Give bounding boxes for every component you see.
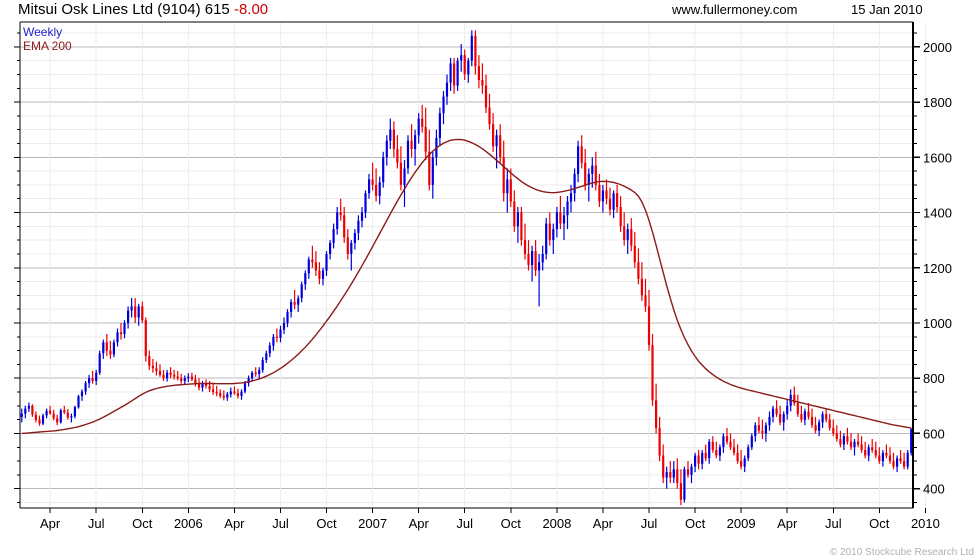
legend-overlay: EMA 200 xyxy=(23,39,72,53)
vertical-gridlines xyxy=(49,22,926,508)
y-tick-label: 400 xyxy=(923,482,945,497)
x-tick-label: Oct xyxy=(685,516,706,531)
price-change: -8.00 xyxy=(233,1,269,18)
x-axis-ticks: Apr Jul Oct 2006 Apr Jul Oct 2007 Apr Jul Oct 2008 A… xyxy=(40,508,940,531)
x-tick-label: Oct xyxy=(869,516,890,531)
x-tick-label: Apr xyxy=(777,516,798,531)
x-tick-label: Apr xyxy=(593,516,614,531)
x-tick-label: Jul xyxy=(88,516,105,531)
candlestick-series xyxy=(20,30,913,506)
x-tick-label: Jul xyxy=(272,516,289,531)
minor-gridlines xyxy=(20,32,913,503)
instrument-name: Mitsui Osk Lines Ltd (9104) 615 xyxy=(18,1,230,18)
y-tick-label: 1600 xyxy=(923,150,952,165)
axis-lines xyxy=(19,21,914,509)
x-tick-label: 2009 xyxy=(727,516,756,531)
page-title: Mitsui Osk Lines Ltd (9104) 615 -8.00 xyxy=(18,1,268,18)
x-tick-label: Oct xyxy=(316,516,337,531)
x-tick-label: 2008 xyxy=(542,516,571,531)
x-tick-label: Oct xyxy=(501,516,522,531)
x-tick-label: Apr xyxy=(409,516,430,531)
y-tick-label: 1200 xyxy=(923,261,952,276)
x-tick-label: Oct xyxy=(132,516,153,531)
y-tick-label: 1400 xyxy=(923,206,952,221)
y-tick-label: 1000 xyxy=(923,316,952,331)
chart-legend: Weekly EMA 200 xyxy=(23,25,72,53)
y-tick-label: 1800 xyxy=(923,95,952,110)
y-tick-label: 800 xyxy=(923,371,945,386)
x-tick-label: 2006 xyxy=(174,516,203,531)
x-tick-label: Jul xyxy=(456,516,473,531)
y-tick-label: 600 xyxy=(923,426,945,441)
legend-periodicity: Weekly xyxy=(23,25,63,39)
x-tick-label: 2007 xyxy=(358,516,387,531)
header-bar: Mitsui Osk Lines Ltd (9104) 615 -8.00 ww… xyxy=(0,0,980,22)
copyright-notice: © 2010 Stockcube Research Ltd xyxy=(829,547,974,558)
ema-200-line xyxy=(21,138,912,435)
x-tick-label: Apr xyxy=(224,516,245,531)
x-tick-label: Apr xyxy=(40,516,61,531)
x-tick-label: Jul xyxy=(825,516,842,531)
y-tick-label: 2000 xyxy=(923,40,952,55)
major-gridlines xyxy=(20,46,913,490)
x-tick-label: Jul xyxy=(641,516,658,531)
x-tick-label: 2010 xyxy=(911,516,940,531)
y-axis-ticks: 400 600 800 1000 1200 1400 1600 1800 2000 xyxy=(14,32,952,503)
quote-date: 15 Jan 2010 xyxy=(851,2,923,17)
source-url[interactable]: www.fullermoney.com xyxy=(672,2,798,17)
